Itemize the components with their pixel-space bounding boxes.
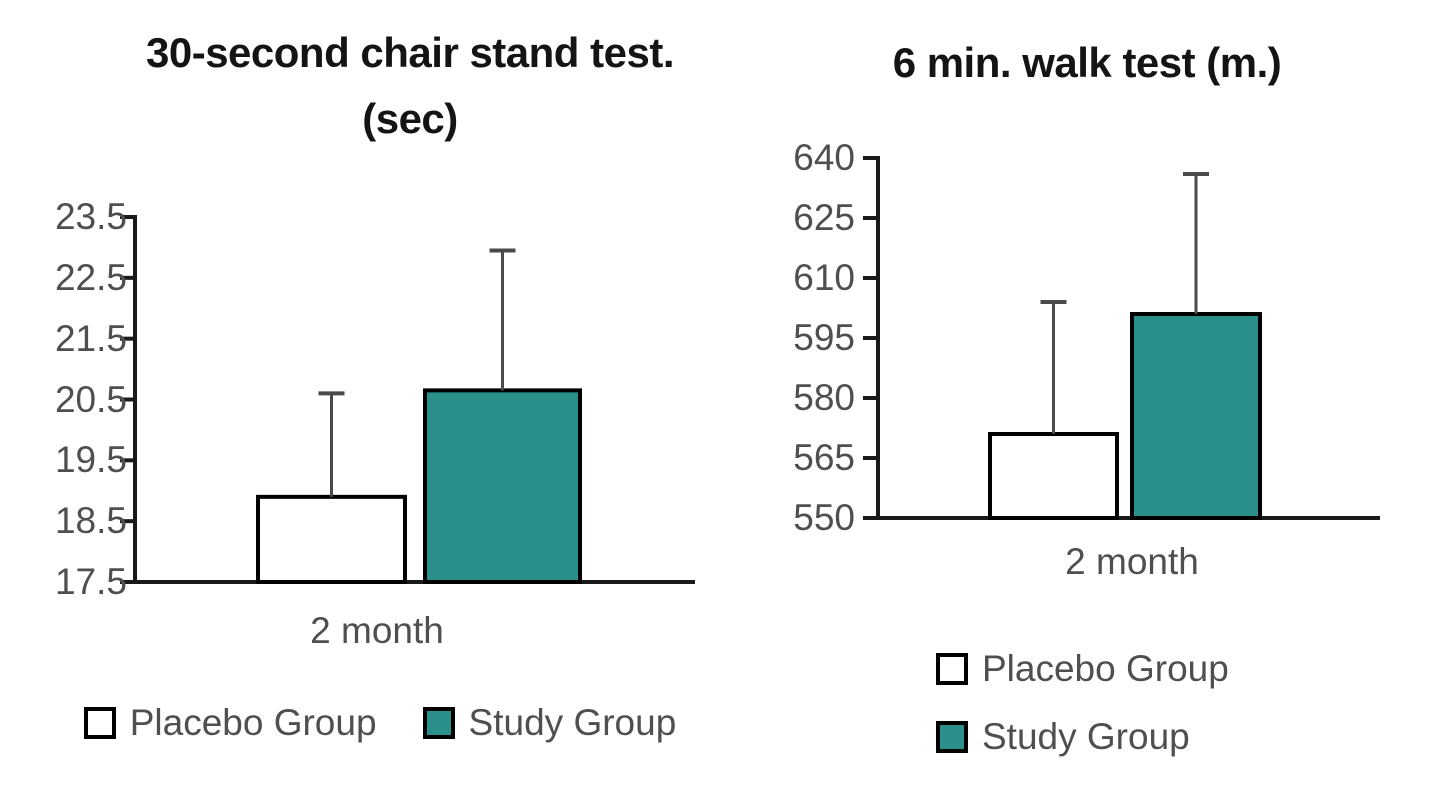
y-tick-label: 20.5 — [54, 378, 127, 420]
y-tick-label: 22.5 — [54, 256, 127, 298]
placebo-swatch-icon — [936, 653, 968, 685]
placebo-group-bar — [256, 494, 407, 585]
study-group-bar — [423, 388, 582, 584]
placebo-group-bar — [988, 432, 1119, 520]
chart1-legend-item-study: Study Group — [422, 702, 677, 744]
y-tick-label: 595 — [793, 317, 855, 358]
chart1-legend-label-placebo: Placebo Group — [129, 702, 377, 743]
study-swatch-icon — [422, 707, 455, 739]
y-tick-label: 23.5 — [54, 196, 127, 237]
chart2-legend-item-placebo: Placebo Group — [936, 648, 1229, 690]
placebo-swatch-icon — [83, 707, 116, 739]
chart2-legend-label-placebo: Placebo Group — [982, 648, 1229, 689]
y-tick-label: 565 — [793, 437, 855, 478]
chart1-legend-item-placebo: Placebo Group — [83, 702, 377, 744]
chart2-legend-label-study: Study Group — [982, 716, 1190, 757]
chart1-title-line1: 30-second chair stand test. — [145, 29, 675, 76]
y-tick-label: 625 — [793, 197, 855, 238]
chart2-legend-item-study: Study Group — [936, 716, 1229, 758]
y-tick-label: 550 — [793, 497, 855, 538]
chart1-title: 30-second chair stand test. (sec) — [60, 20, 760, 152]
y-tick-label: 19.5 — [54, 439, 127, 481]
study-swatch-icon — [936, 721, 968, 753]
chart2-legend: Placebo Group Study Group — [936, 648, 1229, 758]
chart1-legend: Placebo Group Study Group — [60, 702, 700, 744]
y-tick-label: 18.5 — [54, 500, 127, 542]
chart2-title-line1: 6 min. walk test (m.) — [892, 39, 1282, 86]
y-tick-label: 580 — [793, 377, 855, 418]
y-tick-label: 610 — [793, 257, 855, 298]
study-group-bar — [1130, 312, 1262, 520]
chart2-x-category-label: 2 month — [1065, 541, 1199, 582]
chart1-x-category-label: 2 month — [310, 610, 444, 651]
y-tick-label: 17.5 — [54, 561, 127, 602]
chart2-title: 6 min. walk test (m.) — [737, 30, 1437, 96]
y-tick-label: 21.5 — [54, 317, 127, 359]
chart1-legend-label-study: Study Group — [468, 702, 677, 743]
chart1-title-line2: (sec) — [362, 95, 458, 142]
y-tick-label: 640 — [793, 137, 855, 178]
